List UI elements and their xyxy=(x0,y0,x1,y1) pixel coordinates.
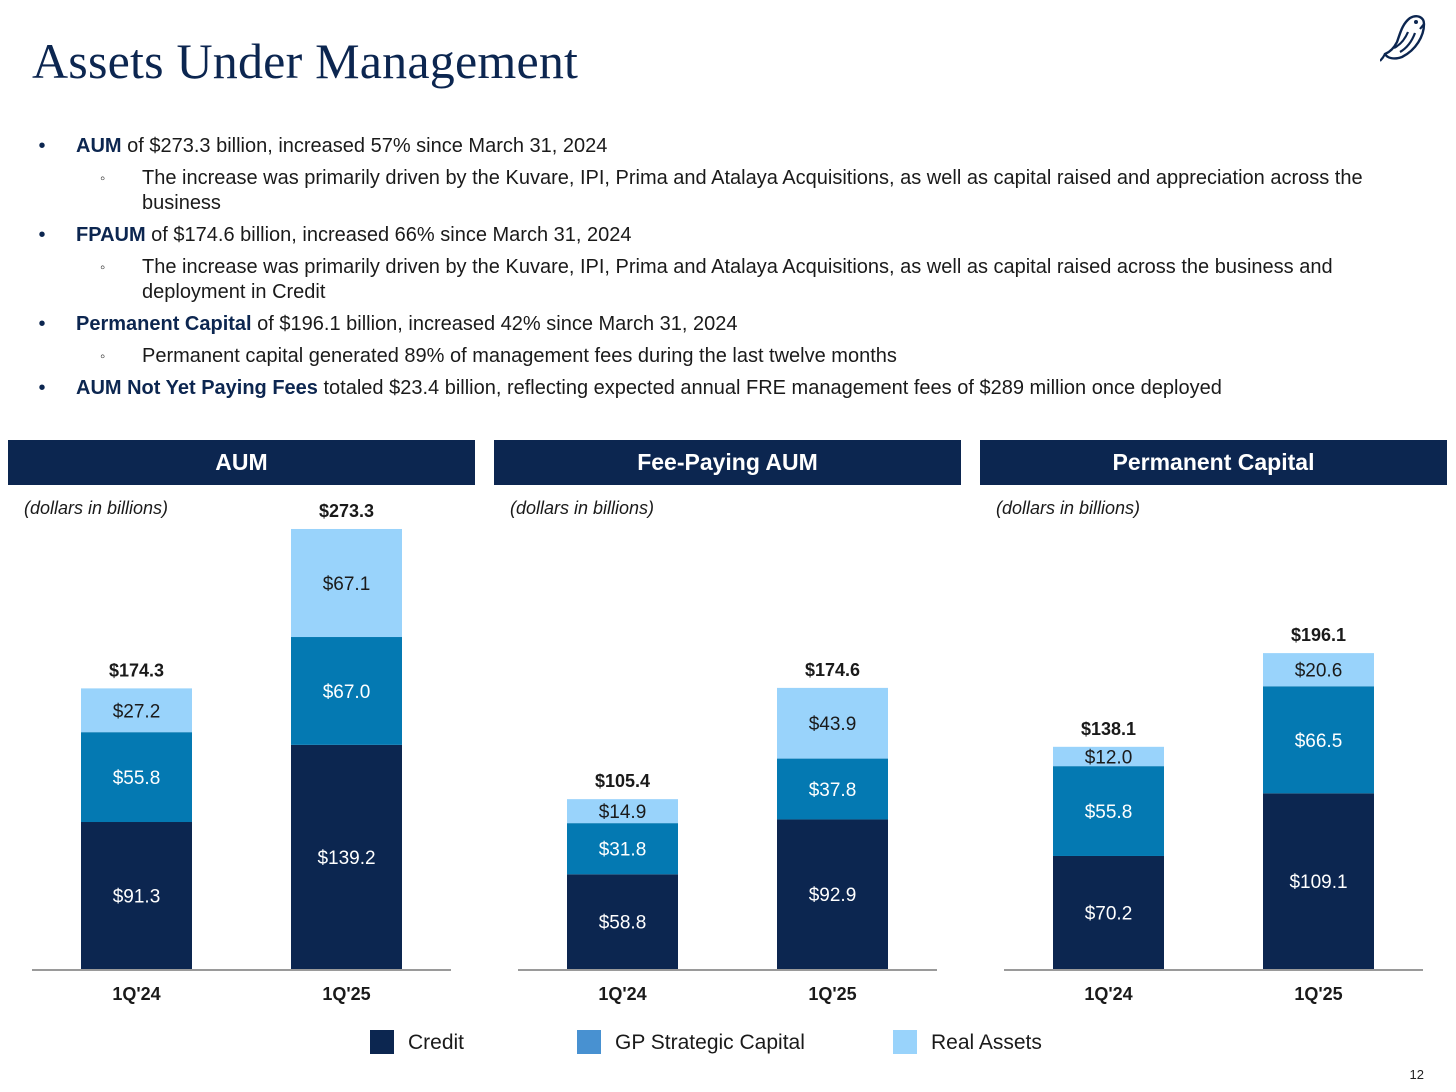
data-label: $70.2 xyxy=(1085,903,1133,924)
hollow-bullet-icon: ◦ xyxy=(100,170,106,187)
bar-segment-gp-strategic-capital xyxy=(291,637,402,745)
bullet-icon: • xyxy=(38,135,46,157)
x-tick-label: 1Q'24 xyxy=(1084,984,1132,1004)
total-label: $105.4 xyxy=(595,771,650,791)
bar-segment-gp-strategic-capital xyxy=(567,823,678,875)
sub-bullet-aum: ◦ The increase was primarily driven by th… xyxy=(36,166,1436,216)
x-tick-label: 1Q'24 xyxy=(598,984,646,1004)
bar-segment-real-assets xyxy=(81,688,192,733)
bar-segment-credit xyxy=(777,819,888,969)
bullet-text: totaled $23.4 billion, reflecting expect… xyxy=(317,377,1222,399)
total-label: $196.1 xyxy=(1291,625,1346,645)
data-label: $14.9 xyxy=(599,802,647,823)
total-label: $273.3 xyxy=(319,501,374,521)
legend-label: GP Strategic Capital xyxy=(615,1031,805,1054)
x-tick-label: 1Q'25 xyxy=(1294,984,1342,1004)
sub-bullet-text: The increase was primarily driven by the… xyxy=(142,256,1333,303)
stacked-bar-chart-aum: $91.3 $55.8 $27.2 $174.3 1Q'24 $139.2 $67.0 $67… xyxy=(32,501,451,1004)
chart-title: Permanent Capital xyxy=(980,440,1447,485)
legend-swatch xyxy=(370,1030,394,1054)
chart-panel-fee-paying-aum: Fee-Paying AUM (dollars in billions) $58… xyxy=(494,440,961,1020)
legend-label: Credit xyxy=(408,1031,465,1054)
bullet-text: of $174.6 billion, increased 66% since M… xyxy=(145,224,632,246)
data-label: $109.1 xyxy=(1289,872,1347,893)
units-note: (dollars in billions) xyxy=(996,498,1141,518)
sub-bullet-text: The increase was primarily driven by the… xyxy=(142,167,1363,214)
data-label: $55.8 xyxy=(1085,802,1133,823)
total-label: $174.3 xyxy=(109,660,164,680)
data-label: $67.0 xyxy=(323,682,371,703)
bar-segment-real-assets xyxy=(1263,653,1374,687)
bullet-icon: • xyxy=(38,377,46,399)
bullet-lead: FPAUM xyxy=(76,224,146,246)
page-title: Assets Under Management xyxy=(32,33,579,89)
x-tick-label: 1Q'25 xyxy=(322,984,370,1004)
stacked-bar-chart-permanent-capital: $70.2 $55.8 $12.0 $138.1 1Q'24 $109.1 $66.5 $20… xyxy=(1004,625,1423,1004)
data-label: $139.2 xyxy=(317,848,375,869)
sub-bullet-permanent-capital: ◦ Permanent capital generated 89% of mana… xyxy=(36,344,1436,369)
bullet-lead: AUM xyxy=(76,135,122,157)
bullet-not-yet-paying: • AUM Not Yet Paying Fees totaled $23.4 b… xyxy=(36,376,1436,401)
page-number: 12 xyxy=(1409,1067,1424,1082)
data-label: $66.5 xyxy=(1295,731,1343,752)
bar-segment-real-assets xyxy=(291,528,402,638)
data-label: $58.8 xyxy=(599,913,647,934)
bullet-icon: • xyxy=(38,313,46,335)
data-label: $27.2 xyxy=(113,701,161,722)
hollow-bullet-icon: ◦ xyxy=(100,259,106,276)
data-label: $12.0 xyxy=(1085,747,1133,768)
bullet-text: of $196.1 billion, increased 42% since M… xyxy=(251,313,738,335)
data-label: $20.6 xyxy=(1295,661,1343,682)
chart-title: Fee-Paying AUM xyxy=(494,440,961,485)
data-label: $92.9 xyxy=(809,885,857,906)
chart-panel-aum: AUM (dollars in billions) $91.3 $55.8 $27.… xyxy=(8,440,475,1020)
sub-bullet-fpaum: ◦ The increase was primarily driven by th… xyxy=(36,255,1436,305)
bullet-text: of $273.3 billion, increased 57% since M… xyxy=(121,135,608,157)
bar-segment-gp-strategic-capital xyxy=(1263,686,1374,794)
bar-segment-credit xyxy=(291,744,402,969)
bar-segment-credit xyxy=(1053,855,1164,969)
bullet-lead: Permanent Capital xyxy=(76,313,252,335)
chart-panel-permanent-capital: Permanent Capital (dollars in billions) … xyxy=(980,440,1447,1020)
bar-segment-real-assets xyxy=(567,799,678,824)
units-note: (dollars in billions) xyxy=(510,498,655,518)
data-label: $31.8 xyxy=(599,840,647,861)
bird-logo-icon xyxy=(1380,15,1426,62)
bar-segment-credit xyxy=(81,822,192,969)
bullet-icon: • xyxy=(38,224,46,246)
legend-label: Real Assets xyxy=(931,1031,1042,1054)
bullet-aum: • AUM of $273.3 billion, increased 57% si… xyxy=(36,134,1436,159)
bar-segment-real-assets xyxy=(1053,746,1164,767)
sub-bullet-text: Permanent capital generated 89% of manag… xyxy=(142,345,897,367)
bar-segment-gp-strategic-capital xyxy=(81,732,192,823)
bar-segment-credit xyxy=(567,874,678,969)
units-note: (dollars in billions) xyxy=(24,498,169,518)
bullet-lead: AUM Not Yet Paying Fees xyxy=(76,377,318,399)
hollow-bullet-icon: ◦ xyxy=(100,348,106,365)
legend-swatch xyxy=(577,1030,601,1054)
data-label: $67.1 xyxy=(323,574,371,595)
total-label: $138.1 xyxy=(1081,719,1136,739)
data-label: $91.3 xyxy=(113,887,161,908)
data-label: $43.9 xyxy=(809,714,857,735)
legend-swatch xyxy=(893,1030,917,1054)
highlights-list: • AUM of $273.3 billion, increased 57% si… xyxy=(36,134,1436,408)
bullet-permanent-capital: • Permanent Capital of $196.1 billion, in… xyxy=(36,312,1436,337)
bar-segment-real-assets xyxy=(777,687,888,759)
bar-segment-gp-strategic-capital xyxy=(777,758,888,820)
bar-segment-gp-strategic-capital xyxy=(1053,766,1164,856)
bullet-fpaum: • FPAUM of $174.6 billion, increased 66% … xyxy=(36,223,1436,248)
total-label: $174.6 xyxy=(805,660,860,680)
stacked-bar-chart-fee-paying-aum: $58.8 $31.8 $14.9 $105.4 1Q'24 $92.9 $37.8 $43.… xyxy=(518,660,937,1004)
x-tick-label: 1Q'24 xyxy=(112,984,160,1004)
data-label: $37.8 xyxy=(809,780,857,801)
data-label: $55.8 xyxy=(113,768,161,789)
chart-title: AUM xyxy=(8,440,475,485)
bar-segment-credit xyxy=(1263,793,1374,969)
x-tick-label: 1Q'25 xyxy=(808,984,856,1004)
